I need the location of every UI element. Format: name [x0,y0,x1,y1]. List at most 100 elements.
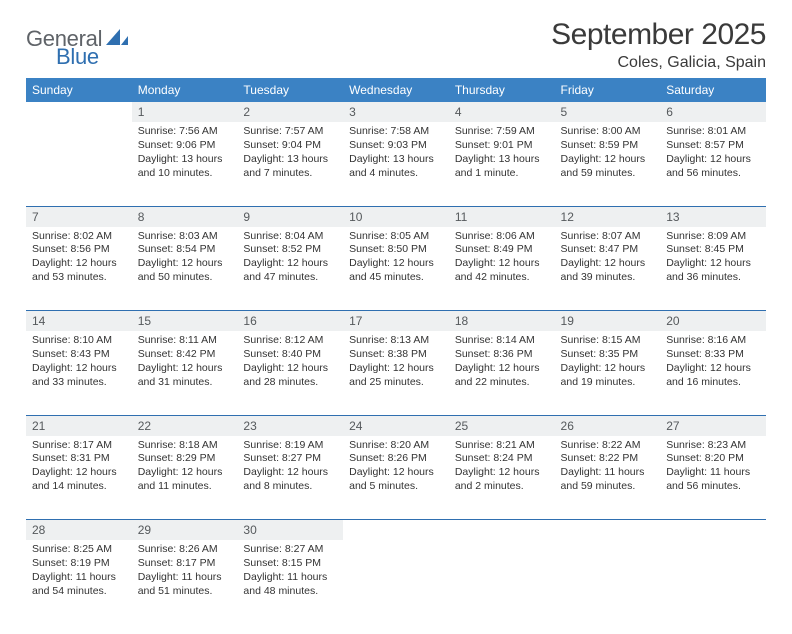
sunset-line: Sunset: 8:20 PM [666,452,760,466]
day-cell: Sunrise: 7:58 AMSunset: 9:03 PMDaylight:… [343,122,449,206]
title-block: September 2025 Coles, Galicia, Spain [551,18,766,72]
day-number-cell: 22 [132,415,238,436]
logo: General Blue [26,18,130,52]
day-cell-body: Sunrise: 8:02 AMSunset: 8:56 PMDaylight:… [26,227,132,289]
sunrise-line: Sunrise: 8:12 AM [243,334,337,348]
day-cell-body: Sunrise: 8:16 AMSunset: 8:33 PMDaylight:… [660,331,766,393]
sunset-line: Sunset: 8:36 PM [455,348,549,362]
day-number-cell: 9 [237,206,343,227]
sunrise-line: Sunrise: 8:02 AM [32,230,126,244]
sunrise-line: Sunrise: 7:59 AM [455,125,549,139]
day-cell: Sunrise: 8:01 AMSunset: 8:57 PMDaylight:… [660,122,766,206]
day-cell-body: Sunrise: 8:27 AMSunset: 8:15 PMDaylight:… [237,540,343,602]
day-cell: Sunrise: 8:12 AMSunset: 8:40 PMDaylight:… [237,331,343,415]
daylight-line: Daylight: 12 hours and 5 minutes. [349,466,443,494]
sunrise-line: Sunrise: 8:21 AM [455,439,549,453]
day-cell: Sunrise: 8:26 AMSunset: 8:17 PMDaylight:… [132,540,238,624]
sunset-line: Sunset: 8:26 PM [349,452,443,466]
day-number-cell: 16 [237,311,343,332]
day-cell-body: Sunrise: 8:12 AMSunset: 8:40 PMDaylight:… [237,331,343,393]
sunrise-line: Sunrise: 8:18 AM [138,439,232,453]
sunrise-line: Sunrise: 8:05 AM [349,230,443,244]
col-wednesday: Wednesday [343,78,449,102]
daylight-line: Daylight: 12 hours and 39 minutes. [561,257,655,285]
header: General Blue September 2025 Coles, Galic… [26,18,766,72]
daylight-line: Daylight: 12 hours and 53 minutes. [32,257,126,285]
day-cell: Sunrise: 7:57 AMSunset: 9:04 PMDaylight:… [237,122,343,206]
day-cell-body: Sunrise: 8:09 AMSunset: 8:45 PMDaylight:… [660,227,766,289]
daylight-line: Daylight: 13 hours and 10 minutes. [138,153,232,181]
sunset-line: Sunset: 8:40 PM [243,348,337,362]
day-cell: Sunrise: 8:23 AMSunset: 8:20 PMDaylight:… [660,436,766,520]
day-cell-body: Sunrise: 8:26 AMSunset: 8:17 PMDaylight:… [132,540,238,602]
day-number-cell: 21 [26,415,132,436]
day-number-cell: 11 [449,206,555,227]
sunset-line: Sunset: 8:56 PM [32,243,126,257]
day-number-cell: 10 [343,206,449,227]
day-cell: Sunrise: 7:59 AMSunset: 9:01 PMDaylight:… [449,122,555,206]
day-cell-body: Sunrise: 7:59 AMSunset: 9:01 PMDaylight:… [449,122,555,184]
day-cell-body: Sunrise: 8:06 AMSunset: 8:49 PMDaylight:… [449,227,555,289]
col-thursday: Thursday [449,78,555,102]
day-number-cell: 25 [449,415,555,436]
sunset-line: Sunset: 8:57 PM [666,139,760,153]
sunrise-line: Sunrise: 8:10 AM [32,334,126,348]
day-number-cell: 17 [343,311,449,332]
sunset-line: Sunset: 8:27 PM [243,452,337,466]
day-number-cell: 13 [660,206,766,227]
sunset-line: Sunset: 9:01 PM [455,139,549,153]
daynum-row: 282930 [26,520,766,541]
sunrise-line: Sunrise: 8:27 AM [243,543,337,557]
day-cell: Sunrise: 8:16 AMSunset: 8:33 PMDaylight:… [660,331,766,415]
day-cell: Sunrise: 8:04 AMSunset: 8:52 PMDaylight:… [237,227,343,311]
sunset-line: Sunset: 8:49 PM [455,243,549,257]
day-cell: Sunrise: 8:27 AMSunset: 8:15 PMDaylight:… [237,540,343,624]
daylight-line: Daylight: 12 hours and 11 minutes. [138,466,232,494]
daylight-line: Daylight: 12 hours and 14 minutes. [32,466,126,494]
sunrise-line: Sunrise: 8:09 AM [666,230,760,244]
sunset-line: Sunset: 8:54 PM [138,243,232,257]
sunset-line: Sunset: 8:45 PM [666,243,760,257]
sunrise-line: Sunrise: 8:04 AM [243,230,337,244]
day-number-cell: 7 [26,206,132,227]
day-number-cell: 3 [343,102,449,122]
daynum-row: 21222324252627 [26,415,766,436]
daylight-line: Daylight: 11 hours and 59 minutes. [561,466,655,494]
day-number-cell [449,520,555,541]
day-number-cell: 8 [132,206,238,227]
day-number-cell: 18 [449,311,555,332]
daylight-line: Daylight: 12 hours and 28 minutes. [243,362,337,390]
daylight-line: Daylight: 12 hours and 36 minutes. [666,257,760,285]
day-cell-body: Sunrise: 8:18 AMSunset: 8:29 PMDaylight:… [132,436,238,498]
sunset-line: Sunset: 8:38 PM [349,348,443,362]
sunset-line: Sunset: 8:22 PM [561,452,655,466]
day-number-cell: 29 [132,520,238,541]
day-number-cell: 28 [26,520,132,541]
day-cell: Sunrise: 8:20 AMSunset: 8:26 PMDaylight:… [343,436,449,520]
day-cell: Sunrise: 8:19 AMSunset: 8:27 PMDaylight:… [237,436,343,520]
daylight-line: Daylight: 11 hours and 56 minutes. [666,466,760,494]
day-cell: Sunrise: 8:02 AMSunset: 8:56 PMDaylight:… [26,227,132,311]
page-title: September 2025 [551,18,766,52]
sunset-line: Sunset: 8:19 PM [32,557,126,571]
daynum-row: 123456 [26,102,766,122]
sunset-line: Sunset: 8:31 PM [32,452,126,466]
day-cell-body: Sunrise: 8:00 AMSunset: 8:59 PMDaylight:… [555,122,661,184]
day-cell: Sunrise: 8:07 AMSunset: 8:47 PMDaylight:… [555,227,661,311]
sunrise-line: Sunrise: 8:01 AM [666,125,760,139]
daylight-line: Daylight: 12 hours and 33 minutes. [32,362,126,390]
day-number-cell: 2 [237,102,343,122]
day-number-cell: 20 [660,311,766,332]
calendar-header-row: Sunday Monday Tuesday Wednesday Thursday… [26,78,766,102]
day-cell-body: Sunrise: 8:01 AMSunset: 8:57 PMDaylight:… [660,122,766,184]
day-number-cell: 5 [555,102,661,122]
day-number-cell: 12 [555,206,661,227]
day-cell-body: Sunrise: 8:23 AMSunset: 8:20 PMDaylight:… [660,436,766,498]
week-row: Sunrise: 8:02 AMSunset: 8:56 PMDaylight:… [26,227,766,311]
day-cell-body: Sunrise: 8:15 AMSunset: 8:35 PMDaylight:… [555,331,661,393]
day-cell-body: Sunrise: 8:07 AMSunset: 8:47 PMDaylight:… [555,227,661,289]
day-cell: Sunrise: 7:56 AMSunset: 9:06 PMDaylight:… [132,122,238,206]
day-cell: Sunrise: 8:17 AMSunset: 8:31 PMDaylight:… [26,436,132,520]
sunrise-line: Sunrise: 8:00 AM [561,125,655,139]
col-monday: Monday [132,78,238,102]
